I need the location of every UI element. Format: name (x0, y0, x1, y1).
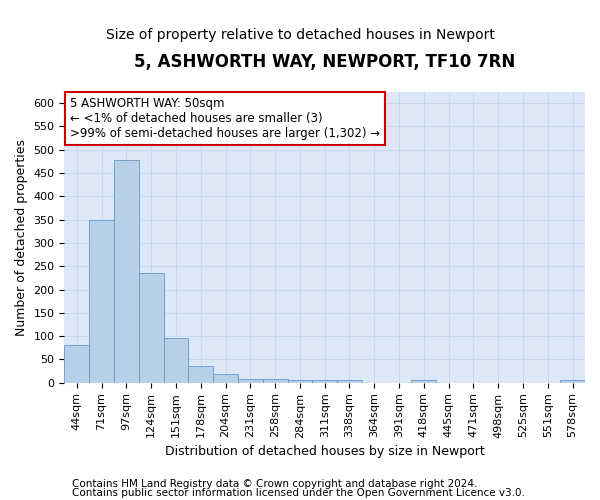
Bar (412, 380, 436, 382)
Bar (313, 380, 337, 382)
Bar (89, 220, 114, 382)
Bar (560, 380, 585, 382)
Bar (287, 380, 313, 382)
Bar (164, 338, 188, 382)
Bar (188, 366, 213, 382)
Text: Contains public sector information licensed under the Open Government Licence v3: Contains public sector information licen… (72, 488, 525, 498)
Bar (114, 160, 139, 382)
X-axis label: Distribution of detached houses by size in Newport: Distribution of detached houses by size … (165, 444, 485, 458)
Bar (337, 380, 362, 382)
Text: Size of property relative to detached houses in Newport: Size of property relative to detached ho… (106, 28, 494, 42)
Bar (64, 344, 89, 383)
Bar (238, 379, 263, 382)
Text: Contains HM Land Registry data © Crown copyright and database right 2024.: Contains HM Land Registry data © Crown c… (72, 479, 478, 489)
Title: 5, ASHWORTH WAY, NEWPORT, TF10 7RN: 5, ASHWORTH WAY, NEWPORT, TF10 7RN (134, 52, 515, 70)
Bar (263, 379, 287, 382)
Bar (213, 374, 238, 382)
Y-axis label: Number of detached properties: Number of detached properties (15, 138, 28, 336)
Bar (139, 272, 164, 382)
Text: 5 ASHWORTH WAY: 50sqm
← <1% of detached houses are smaller (3)
>99% of semi-deta: 5 ASHWORTH WAY: 50sqm ← <1% of detached … (70, 97, 380, 140)
